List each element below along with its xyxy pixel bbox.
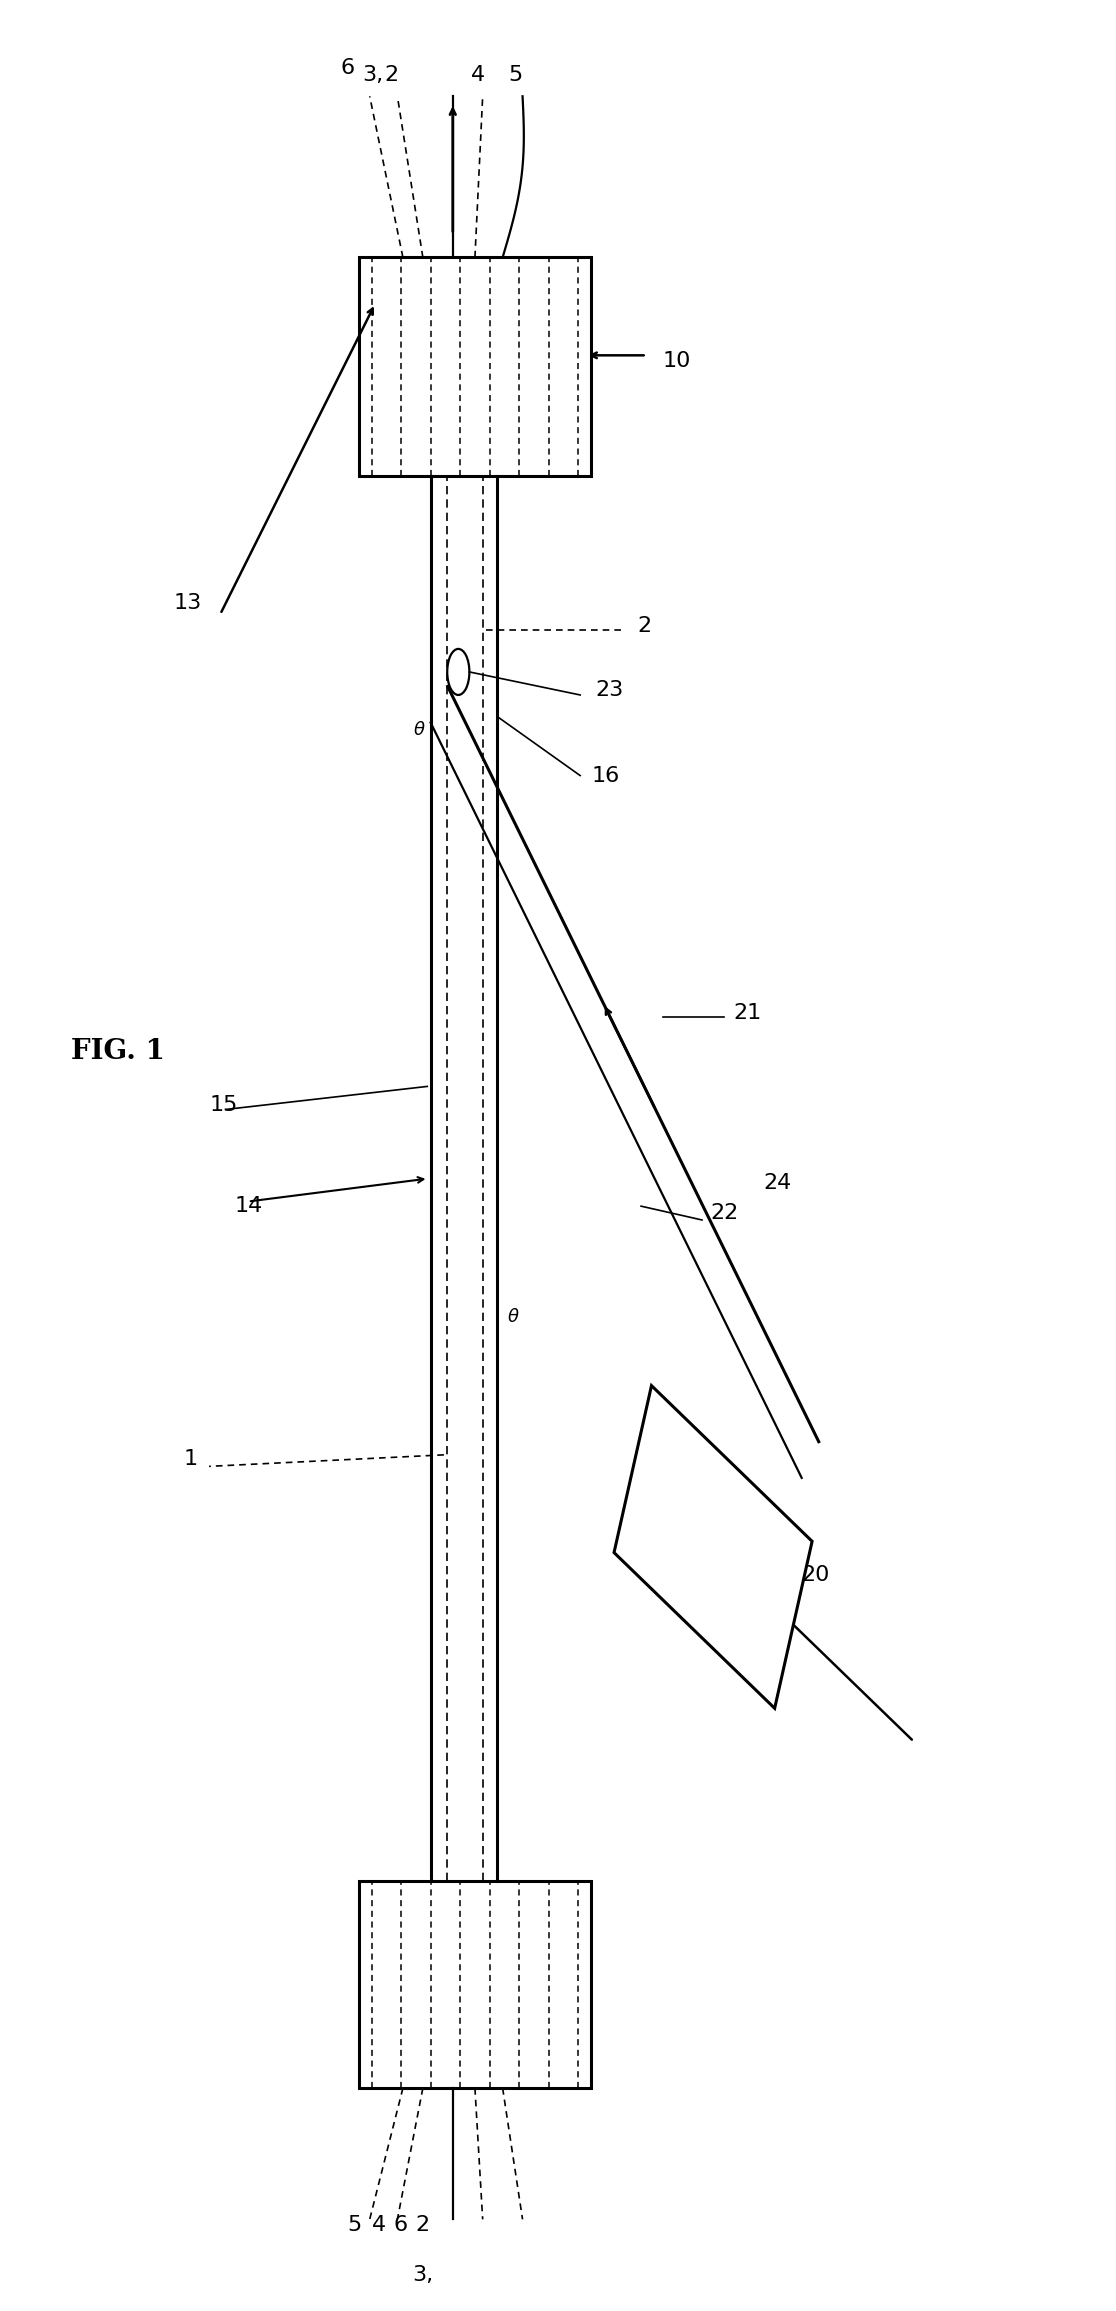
Text: 6: 6 bbox=[394, 2214, 407, 2235]
Text: 21: 21 bbox=[733, 1003, 761, 1024]
Text: 15: 15 bbox=[209, 1095, 238, 1114]
Text: 6: 6 bbox=[340, 58, 355, 79]
Text: 2: 2 bbox=[637, 617, 652, 636]
Text: 14: 14 bbox=[234, 1197, 262, 1216]
Text: 4: 4 bbox=[471, 65, 485, 86]
Text: 23: 23 bbox=[596, 679, 624, 700]
Text: 16: 16 bbox=[591, 765, 619, 786]
Text: $\theta$: $\theta$ bbox=[508, 1308, 520, 1327]
Text: 5: 5 bbox=[509, 65, 523, 86]
Text: $\theta$: $\theta$ bbox=[413, 721, 426, 740]
Text: 24: 24 bbox=[763, 1174, 791, 1192]
Text: 1: 1 bbox=[183, 1449, 198, 1470]
Text: 2: 2 bbox=[385, 65, 398, 86]
Text: 2: 2 bbox=[416, 2214, 430, 2235]
Text: 3,: 3, bbox=[363, 65, 384, 86]
Text: FIG. 1: FIG. 1 bbox=[70, 1038, 164, 1065]
Text: 13: 13 bbox=[173, 594, 201, 612]
Text: 10: 10 bbox=[662, 351, 691, 372]
Text: 5: 5 bbox=[347, 2214, 362, 2235]
Text: 20: 20 bbox=[801, 1565, 830, 1585]
Polygon shape bbox=[614, 1387, 812, 1708]
Text: 4: 4 bbox=[372, 2214, 386, 2235]
Text: 3,: 3, bbox=[412, 2265, 433, 2286]
Text: 22: 22 bbox=[711, 1204, 739, 1223]
